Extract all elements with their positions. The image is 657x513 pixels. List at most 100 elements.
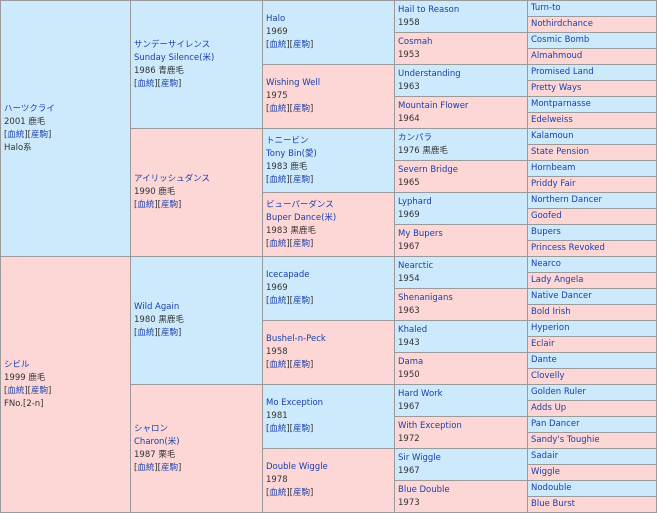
birth-info: 1969 <box>398 209 524 222</box>
horse-name-link[interactable]: Bold Irish <box>531 307 571 317</box>
horse-name-link[interactable]: カンパラ <box>398 132 433 143</box>
horse-name-link[interactable]: シャロン <box>134 423 169 434</box>
produce-link[interactable]: 産駒 <box>292 424 310 434</box>
horse-name-link[interactable]: Double Wiggle <box>266 462 328 472</box>
horse-name-link[interactable]: Kalamoun <box>531 131 574 141</box>
horse-name-link[interactable]: Montparnasse <box>531 99 591 109</box>
horse-name-link[interactable]: Dama <box>398 356 424 367</box>
horse-name-link[interactable]: Pretty Ways <box>531 83 582 93</box>
horse-name-link[interactable]: Nearco <box>531 259 561 269</box>
horse-name-link[interactable]: Icecapade <box>266 270 310 280</box>
horse-name-link[interactable]: Halo <box>266 14 286 24</box>
horse-name-link[interactable]: Khaled <box>398 324 428 335</box>
horse-name-link[interactable]: Wild Again <box>134 302 180 312</box>
birth-year: 1958 <box>398 17 420 28</box>
links-group: [血統][産駒] <box>266 296 314 306</box>
horse-name-link[interactable]: Lady Angela <box>531 275 584 285</box>
produce-link[interactable]: 産駒 <box>30 129 48 140</box>
horse-name-link[interactable]: アイリッシュダンス <box>134 174 210 184</box>
horse-name-link[interactable]: Almahmoud <box>531 51 583 61</box>
horse-name-link[interactable]: State Pension <box>531 147 590 157</box>
horse-name-link[interactable]: Hail to Reason <box>398 4 460 15</box>
horse-name-link[interactable]: Dante <box>531 355 557 365</box>
horse-name-link[interactable]: Lyphard <box>398 196 432 207</box>
produce-link[interactable]: 産駒 <box>292 488 310 498</box>
horse-name-link[interactable]: シビル <box>4 359 30 370</box>
produce-link[interactable]: 産駒 <box>292 104 310 114</box>
produce-link[interactable]: 産駒 <box>160 200 178 210</box>
horse-name-link[interactable]: Northern Dancer <box>531 195 602 205</box>
horse-name-link[interactable]: ハーツクライ <box>4 103 55 114</box>
horse-name-link[interactable]: Promised Land <box>531 67 594 77</box>
produce-link[interactable]: 産駒 <box>292 360 310 370</box>
horse-name-link[interactable]: Goofed <box>531 211 562 221</box>
horse-name-link[interactable]: Hyperion <box>531 323 570 333</box>
birth-year: 1963 <box>398 81 420 92</box>
produce-link[interactable]: 産駒 <box>160 462 178 473</box>
horse-name-link[interactable]: ビューパーダンス <box>266 199 334 210</box>
birth-info: 1969 <box>266 282 391 295</box>
horse-name-link[interactable]: Mountain Flower <box>398 100 469 111</box>
produce-link[interactable]: 産駒 <box>30 385 48 396</box>
bloodline-link[interactable]: 血統 <box>269 174 287 185</box>
horse-name-link[interactable]: Clovelly <box>531 371 565 381</box>
horse-name-link[interactable]: Bupers <box>531 227 561 237</box>
bloodline-link[interactable]: 血統 <box>269 360 287 370</box>
horse-name-link[interactable]: Sadair <box>531 451 559 461</box>
bloodline-link[interactable]: 血統 <box>269 488 287 498</box>
g5-horse-cell: Pretty Ways <box>527 80 657 97</box>
horse-name-link[interactable]: With Exception <box>398 420 462 431</box>
birth-info: 1969 <box>266 26 391 39</box>
horse-name-link[interactable]: Adds Up <box>531 403 567 413</box>
horse-name-link[interactable]: サンデーサイレンス <box>134 39 211 50</box>
bloodline-link[interactable]: 血統 <box>137 78 155 89</box>
horse-name-link[interactable]: Cosmah <box>398 36 433 47</box>
horse-name-link[interactable]: Sandy's Toughie <box>531 435 600 445</box>
bloodline-link[interactable]: 血統 <box>7 129 25 140</box>
bloodline-link[interactable]: 血統 <box>137 462 155 473</box>
produce-link[interactable]: 産駒 <box>292 40 310 50</box>
horse-name-link[interactable]: Golden Ruler <box>531 387 586 397</box>
produce-link[interactable]: 産駒 <box>292 296 310 306</box>
bloodline-link[interactable]: 血統 <box>269 296 287 306</box>
birth-year: 1973 <box>398 497 420 508</box>
horse-name-link[interactable]: Hornbeam <box>531 163 576 173</box>
produce-link[interactable]: 産駒 <box>160 78 178 89</box>
horse-name-link[interactable]: Wishing Well <box>266 78 321 88</box>
horse-name-link[interactable]: Shenanigans <box>398 292 453 303</box>
horse-name-link[interactable]: Nearctic <box>398 260 434 271</box>
bloodline-link[interactable]: 血統 <box>137 328 155 338</box>
bloodline-link[interactable]: 血統 <box>7 385 25 396</box>
birth-info: 1958 <box>266 346 391 359</box>
horse-name-link[interactable]: Blue Burst <box>531 499 575 509</box>
horse-name-link[interactable]: Sir Wiggle <box>398 452 441 463</box>
produce-link[interactable]: 産駒 <box>160 328 178 338</box>
links-group: [血統][産駒] <box>134 78 182 89</box>
bloodline-link[interactable]: 血統 <box>269 238 287 249</box>
horse-name-link[interactable]: Blue Double <box>398 484 450 495</box>
horse-name-link[interactable]: Understanding <box>398 68 461 79</box>
horse-name-link[interactable]: Nothirdchance <box>531 19 593 29</box>
horse-name-link[interactable]: トニービン <box>266 135 309 146</box>
horse-name-link[interactable]: Hard Work <box>398 388 443 399</box>
produce-link[interactable]: 産駒 <box>292 174 310 185</box>
horse-name-link[interactable]: Turn-to <box>531 3 561 13</box>
horse-name-link[interactable]: My Bupers <box>398 228 443 239</box>
horse-name-link[interactable]: Bushel-n-Peck <box>266 334 326 344</box>
horse-name-link[interactable]: Wiggle <box>531 467 560 477</box>
horse-name-link[interactable]: Pan Dancer <box>531 419 580 429</box>
horse-name-link[interactable]: Cosmic Bomb <box>531 35 590 45</box>
horse-name-link[interactable]: Princess Revoked <box>531 243 605 253</box>
bloodline-link[interactable]: 血統 <box>269 104 287 114</box>
horse-name-link[interactable]: Eclair <box>531 339 555 349</box>
horse-name-link[interactable]: Severn Bridge <box>398 164 459 175</box>
horse-name-link[interactable]: Mo Exception <box>266 398 324 408</box>
bloodline-link[interactable]: 血統 <box>137 200 155 210</box>
bloodline-link[interactable]: 血統 <box>269 40 287 50</box>
produce-link[interactable]: 産駒 <box>292 238 310 249</box>
horse-name-link[interactable]: Nodouble <box>531 483 572 493</box>
horse-name-link[interactable]: Priddy Fair <box>531 179 576 189</box>
horse-name-link[interactable]: Native Dancer <box>531 291 592 301</box>
horse-name-link[interactable]: Edelweiss <box>531 115 573 125</box>
bloodline-link[interactable]: 血統 <box>269 424 287 434</box>
